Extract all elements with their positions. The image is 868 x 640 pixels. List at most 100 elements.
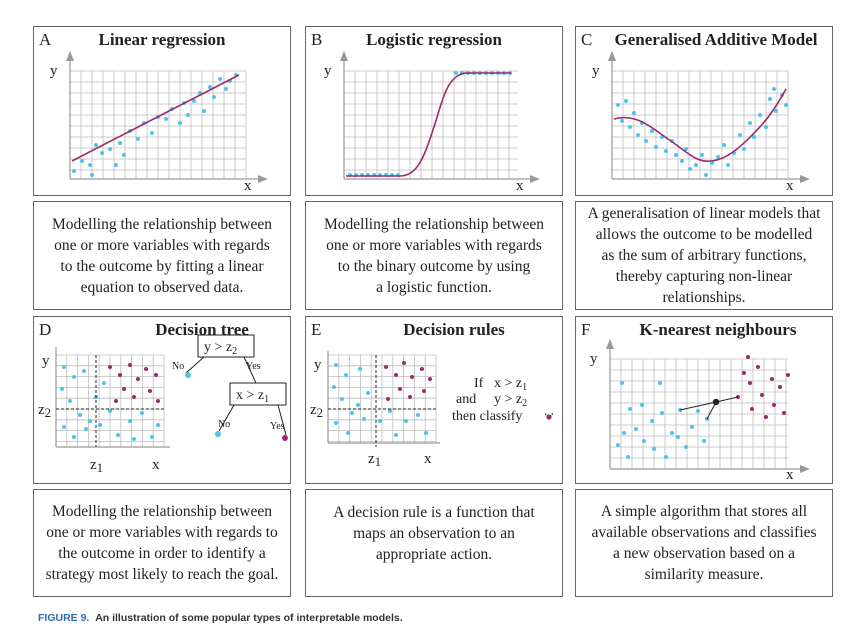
decision-rules-plot: y x z2 z1 If x > z1 and y > z2 then clas… (310, 351, 554, 469)
data-point (420, 367, 424, 371)
data-point (128, 419, 132, 423)
svg-text:y > z2: y > z2 (494, 392, 527, 409)
data-point (782, 411, 786, 415)
data-point (700, 153, 704, 157)
data-point (90, 173, 94, 177)
data-point (642, 439, 646, 443)
svg-text:z2: z2 (310, 402, 323, 420)
data-point (632, 111, 636, 115)
svg-text:x > z1: x > z1 (494, 376, 527, 393)
data-point (634, 427, 638, 431)
data-point (748, 121, 752, 125)
svg-text:x: x (152, 457, 160, 473)
data-point (768, 97, 772, 101)
data-point (620, 119, 624, 123)
data-point (428, 377, 432, 381)
data-point (628, 125, 632, 129)
panel-title: K-nearest neighbours (639, 320, 797, 339)
panel-title: Decision rules (403, 320, 505, 339)
data-point (626, 455, 630, 459)
svg-text:and: and (456, 392, 476, 407)
svg-text:x > z1: x > z1 (236, 388, 269, 405)
data-point (218, 77, 222, 81)
panel-c: C Generalised Additive Model y x (575, 26, 833, 196)
data-point (746, 355, 750, 359)
data-point (386, 397, 390, 401)
panel-f: F K-nearest neighbours y x (575, 316, 833, 484)
data-point (72, 169, 76, 173)
description-c: A generalisation of linear models that al… (575, 201, 833, 310)
description-d: Modelling the relationship between one or… (33, 489, 291, 597)
data-point (156, 423, 160, 427)
data-point (764, 415, 768, 419)
data-point (154, 373, 158, 377)
plot-grid (66, 51, 268, 183)
data-point (688, 167, 692, 171)
x-axis-label: x (244, 178, 252, 194)
data-point (94, 143, 98, 147)
x-axis-arrow (258, 175, 268, 183)
data-point (84, 427, 88, 431)
svg-text:If: If (474, 376, 484, 391)
data-point (784, 103, 788, 107)
data-point (424, 431, 428, 435)
data-point (62, 425, 66, 429)
data-point (334, 421, 338, 425)
data-point (422, 389, 426, 393)
data-point (140, 411, 144, 415)
svg-text:Yes: Yes (246, 361, 261, 372)
data-point (710, 161, 714, 165)
gam-plot: y x (592, 51, 810, 194)
data-point (350, 411, 354, 415)
data-point (694, 163, 698, 167)
y-axis-arrow (606, 339, 614, 349)
data-point (676, 435, 680, 439)
panel-letter: F (581, 320, 591, 339)
data-point (72, 435, 76, 439)
data-point (664, 149, 668, 153)
data-point (742, 371, 746, 375)
data-point (346, 431, 350, 435)
data-point (148, 389, 152, 393)
data-point (394, 433, 398, 437)
y-axis-arrow (340, 51, 348, 61)
data-point (116, 433, 120, 437)
data-point (408, 395, 412, 399)
data-point (758, 113, 762, 117)
y-axis-arrow (66, 51, 74, 61)
data-point (366, 391, 370, 395)
data-point (122, 153, 126, 157)
panel-letter: B (311, 30, 323, 49)
svg-text:z1: z1 (368, 451, 381, 469)
data-point (772, 403, 776, 407)
data-point (362, 417, 366, 421)
logistic-regression-plot: y x (324, 51, 540, 194)
data-point (772, 87, 776, 91)
data-point (650, 419, 654, 423)
data-point (108, 365, 112, 369)
data-point (652, 447, 656, 451)
data-point (98, 423, 102, 427)
data-point (702, 439, 706, 443)
svg-text:x: x (424, 451, 432, 467)
data-point (208, 85, 212, 89)
data-point (80, 159, 84, 163)
data-point (640, 403, 644, 407)
data-point (186, 113, 190, 117)
description-a: Modelling the relationship between one or… (33, 201, 291, 310)
data-point (62, 365, 66, 369)
data-point (78, 413, 82, 417)
data-point (404, 419, 408, 423)
data-point (616, 103, 620, 107)
data-point (410, 375, 414, 379)
linear-regression-plot: y x (50, 51, 268, 194)
data-point (72, 375, 76, 379)
data-point (770, 377, 774, 381)
svg-text:then classify: then classify (452, 409, 522, 424)
data-point (144, 367, 148, 371)
data-point (624, 99, 628, 103)
x-axis-arrow (800, 175, 810, 183)
gam-curve (613, 88, 787, 162)
data-point (114, 163, 118, 167)
data-point (636, 133, 640, 137)
